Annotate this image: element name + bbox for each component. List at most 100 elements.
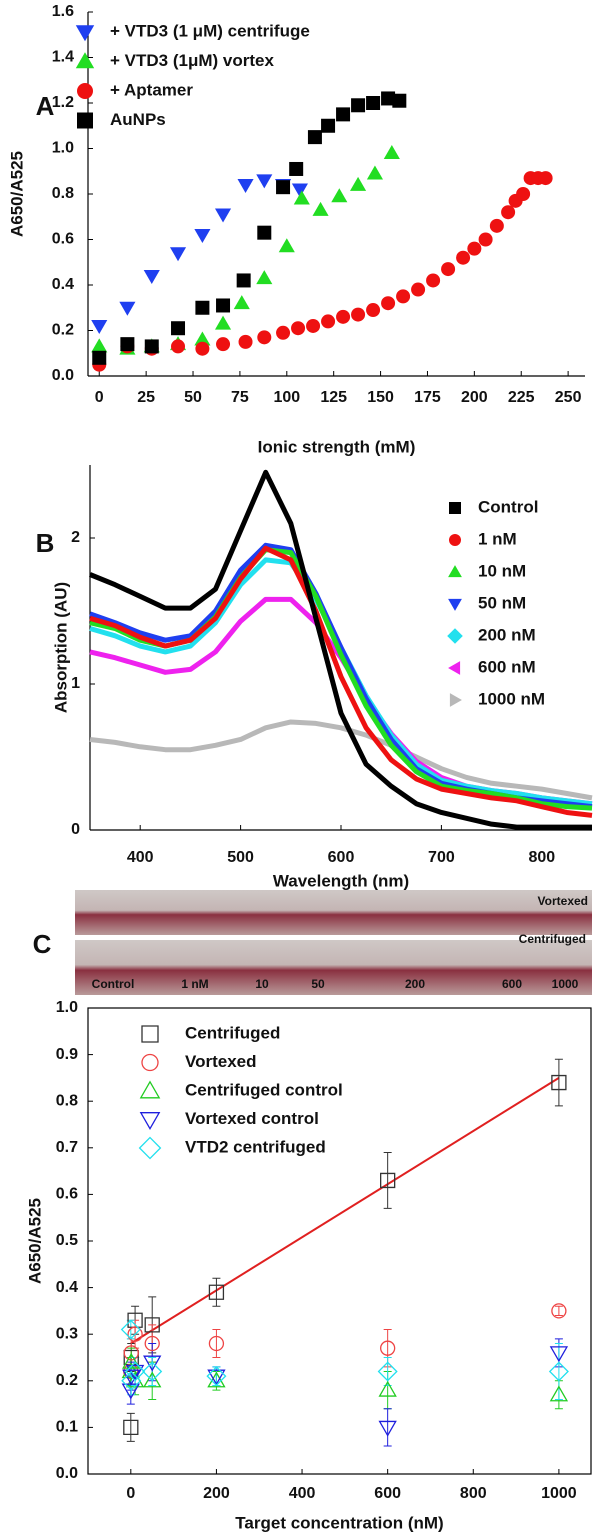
legend-marker bbox=[449, 502, 461, 514]
legend-marker bbox=[75, 25, 95, 42]
photo-panel: C Vortexed Centrifuged Control 1 nM 10 5… bbox=[33, 890, 592, 995]
legend-label: 50 nM bbox=[478, 593, 526, 612]
point bbox=[307, 130, 322, 145]
point bbox=[207, 1369, 226, 1386]
point bbox=[143, 1371, 162, 1388]
spectrum-line bbox=[89, 545, 593, 818]
point bbox=[256, 174, 273, 189]
point bbox=[383, 145, 400, 159]
point bbox=[501, 205, 516, 220]
point bbox=[366, 303, 381, 318]
y-axis-title: Absorption (AU) bbox=[51, 582, 70, 713]
point bbox=[171, 339, 186, 354]
point bbox=[366, 165, 383, 180]
legend-marker bbox=[141, 1053, 159, 1072]
point bbox=[276, 180, 291, 195]
photo-label: Vortexed bbox=[538, 894, 588, 908]
x-tick-label: 500 bbox=[227, 849, 254, 866]
point bbox=[312, 201, 329, 216]
legend-label: Vortexed control bbox=[185, 1109, 319, 1128]
point bbox=[208, 1335, 225, 1352]
y-tick-label: 0.4 bbox=[56, 1279, 78, 1296]
point bbox=[169, 247, 187, 262]
point bbox=[276, 325, 291, 340]
point bbox=[380, 1172, 396, 1189]
point bbox=[331, 188, 348, 203]
x-tick-label: 225 bbox=[508, 389, 535, 406]
point bbox=[122, 1369, 141, 1386]
legend-marker bbox=[448, 565, 462, 578]
y-tick-label: 0.2 bbox=[56, 1372, 78, 1389]
point bbox=[441, 262, 456, 277]
x-tick-label: 175 bbox=[414, 389, 441, 406]
point bbox=[127, 1326, 143, 1342]
legend-label: Centrifuged control bbox=[185, 1080, 343, 1099]
legend-marker bbox=[449, 693, 462, 707]
x-tick-label: 200 bbox=[461, 389, 488, 406]
point bbox=[321, 118, 336, 133]
x-tick-label: 0 bbox=[126, 1485, 135, 1502]
point bbox=[120, 337, 135, 352]
x-tick-label: 25 bbox=[137, 389, 155, 406]
point bbox=[289, 161, 304, 176]
point bbox=[194, 331, 211, 346]
point bbox=[144, 1335, 160, 1352]
legend-label: 600 nM bbox=[478, 657, 536, 676]
tube-label: 50 bbox=[311, 977, 325, 991]
x-tick-label: 400 bbox=[289, 1485, 316, 1502]
point bbox=[125, 1361, 146, 1382]
y-tick-label: 0.5 bbox=[56, 1232, 78, 1249]
point bbox=[293, 190, 310, 205]
x-axis-title: Target concentration (nM) bbox=[235, 1513, 443, 1532]
point bbox=[216, 298, 231, 313]
error-bar bbox=[383, 1408, 392, 1447]
point bbox=[380, 1340, 396, 1356]
point bbox=[233, 295, 250, 310]
x-tick-label: 0 bbox=[95, 389, 104, 406]
point bbox=[195, 300, 210, 315]
legend-label: 10 nM bbox=[478, 561, 526, 580]
point bbox=[377, 1361, 398, 1382]
y-tick-label: 0.8 bbox=[56, 1092, 78, 1109]
panel-label: C bbox=[33, 929, 52, 959]
error-bar bbox=[383, 1151, 392, 1209]
tube-label: 10 bbox=[255, 977, 269, 991]
point bbox=[291, 183, 308, 198]
point bbox=[392, 93, 407, 108]
error-bar bbox=[126, 1412, 135, 1442]
point bbox=[291, 321, 306, 336]
x-tick-label: 50 bbox=[184, 389, 202, 406]
error-bar bbox=[212, 1329, 221, 1358]
point bbox=[336, 309, 351, 324]
x-axis-title: Ionic strength (mM) bbox=[258, 437, 416, 456]
point bbox=[208, 1284, 225, 1300]
photo-vortexed bbox=[75, 890, 592, 935]
plot-frame bbox=[87, 1007, 592, 1475]
legend-marker bbox=[448, 598, 462, 611]
y-tick-label: 0.9 bbox=[56, 1046, 78, 1063]
error-bar bbox=[212, 1277, 221, 1307]
legend-label: Vortexed bbox=[185, 1052, 257, 1071]
legend-label: + Aptamer bbox=[110, 80, 193, 99]
point bbox=[237, 178, 254, 193]
x-tick-label: 400 bbox=[127, 849, 154, 866]
point bbox=[351, 307, 366, 322]
point bbox=[256, 270, 273, 285]
point bbox=[119, 301, 136, 316]
y-tick-label: 0.6 bbox=[56, 1186, 78, 1203]
y-tick-label: 0.7 bbox=[56, 1139, 78, 1156]
y-tick-label: 0.3 bbox=[56, 1325, 78, 1342]
point bbox=[257, 330, 272, 345]
point bbox=[238, 334, 253, 349]
legend-label: 1 nM bbox=[478, 529, 517, 548]
point bbox=[467, 241, 482, 256]
point bbox=[214, 315, 232, 330]
legend-marker bbox=[141, 1025, 159, 1043]
point bbox=[336, 107, 351, 122]
point bbox=[144, 339, 159, 354]
y-axis-title: A650/A525 bbox=[7, 151, 26, 237]
y-tick-label: 1.0 bbox=[52, 140, 74, 157]
legend-label: Centrifuged bbox=[185, 1023, 280, 1042]
error-bar bbox=[554, 1305, 563, 1317]
